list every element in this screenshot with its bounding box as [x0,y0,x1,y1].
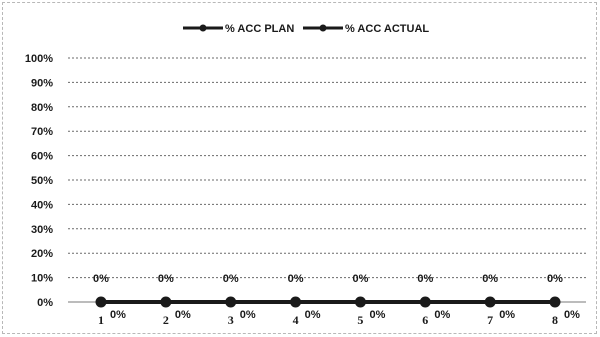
data-label: 0% [547,273,563,285]
series-0-point [226,297,236,307]
y-tick-label: 20% [31,248,53,260]
data-label: 0% [352,273,368,285]
series-0-point [96,297,106,307]
x-tick-label: 1 [98,313,104,327]
chart-frame [2,2,597,334]
series-layer [95,296,561,308]
y-tick-label: 100% [25,53,53,65]
data-label: 0% [240,309,256,321]
legend: % ACC PLAN % ACC ACTUAL [183,23,429,35]
y-tick-label: 70% [31,126,53,138]
gridlines [68,57,586,279]
legend-marker [199,24,207,32]
y-tick-label: 40% [31,199,53,211]
legend-label: % ACC ACTUAL [345,23,429,35]
x-tick-label: 6 [422,313,428,327]
legend-label: % ACC PLAN [225,23,294,35]
series-0-point [161,297,171,307]
data-label: 0% [110,309,126,321]
x-tick-label: 8 [552,313,558,327]
y-tick-label: 30% [31,224,53,236]
y-tick-label: 50% [31,175,53,187]
data-label: 0% [564,309,580,321]
data-label: 0% [175,309,191,321]
series-0-point [355,297,365,307]
data-label: 0% [305,309,321,321]
x-tick-label: 5 [357,313,363,327]
data-label: 0% [158,273,174,285]
y-axis: 0% 10% 20% 30% 40% 50% 60% 70% 80% 90% 100% [25,53,53,309]
data-label: 0% [482,273,498,285]
x-tick-label: 2 [163,313,169,327]
series-0-point [550,297,560,307]
data-label: 0% [288,273,304,285]
data-label: 0% [369,309,385,321]
data-labels: 0% 0% 0% 0% 0% 0% 0% 0% 0% 0% 0% 0% 0% 0% 0% 0% [93,273,580,321]
series-0-point [291,297,301,307]
data-label: 0% [434,309,450,321]
data-label: 0% [499,309,515,321]
data-label: 0% [93,273,109,285]
x-tick-label: 7 [487,313,493,327]
legend-marker [319,24,327,32]
series-0-point [485,297,495,307]
y-tick-label: 80% [31,102,53,114]
x-tick-label: 3 [228,313,234,327]
y-tick-label: 0% [37,297,53,309]
data-label: 0% [417,273,433,285]
data-label: 0% [223,273,239,285]
x-tick-label: 4 [293,313,299,327]
y-tick-label: 10% [31,273,53,285]
y-tick-label: 90% [31,77,53,89]
y-tick-label: 60% [31,151,53,163]
series-0-point [420,297,430,307]
